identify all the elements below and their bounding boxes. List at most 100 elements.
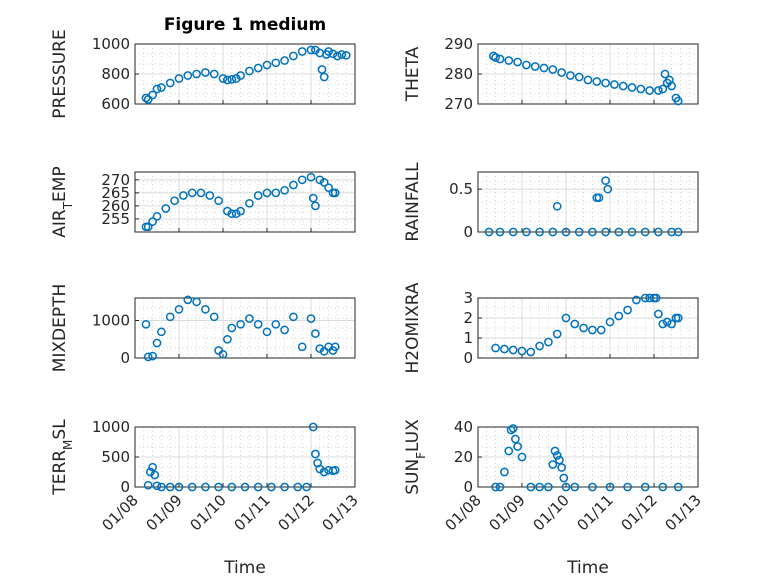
data-point xyxy=(552,201,562,211)
data-point xyxy=(253,482,263,492)
x-tick-label: 01/11 xyxy=(231,491,274,534)
data-point xyxy=(148,90,157,100)
data-point xyxy=(152,211,162,221)
data-point xyxy=(588,325,597,335)
y-tick-label: 0 xyxy=(463,349,473,367)
y-tick-label: 265 xyxy=(101,184,130,202)
data-point xyxy=(517,452,527,462)
data-point xyxy=(143,95,153,104)
data-point xyxy=(588,227,597,237)
data-point xyxy=(311,329,320,338)
data-point xyxy=(508,227,518,237)
data-point xyxy=(667,319,676,329)
y-tick-label: 280 xyxy=(444,65,473,83)
data-point xyxy=(484,227,494,237)
x-tick-label: 01/10 xyxy=(530,491,573,534)
data-point xyxy=(308,193,318,203)
data-point xyxy=(253,191,263,200)
x-tick-label: 01/09 xyxy=(486,491,529,534)
data-point xyxy=(161,204,171,213)
data-point xyxy=(262,327,272,337)
data-point xyxy=(317,65,327,74)
x-tick-label: 01/09 xyxy=(143,491,186,534)
data-point xyxy=(174,304,184,314)
data-point xyxy=(658,319,668,329)
y-tick-label: 0 xyxy=(463,478,473,496)
data-point xyxy=(654,86,663,95)
y-tick-label: 270 xyxy=(101,171,130,189)
data-point xyxy=(530,62,540,71)
data-point xyxy=(636,84,646,94)
data-point xyxy=(192,69,201,79)
data-point xyxy=(311,201,320,211)
x-tick-label: 01/13 xyxy=(662,491,705,534)
x-tick-label: 01/11 xyxy=(574,491,617,534)
data-point xyxy=(500,467,509,477)
data-point xyxy=(557,463,566,472)
data-point xyxy=(245,198,254,208)
data-point xyxy=(236,206,245,216)
data-point xyxy=(306,172,316,182)
data-point xyxy=(308,422,318,432)
data-point xyxy=(223,75,232,85)
data-point xyxy=(561,482,571,492)
data-point xyxy=(157,83,166,92)
data-point xyxy=(289,312,298,322)
data-point xyxy=(651,293,661,303)
data-point xyxy=(218,74,228,83)
y-tick-label: 500 xyxy=(101,448,130,466)
y-tick-label: 255 xyxy=(101,210,130,228)
data-point xyxy=(209,69,219,79)
data-point xyxy=(240,482,250,492)
data-point xyxy=(526,347,536,357)
data-point xyxy=(508,424,518,433)
data-point xyxy=(165,482,175,492)
x-tick-label: 01/08 xyxy=(99,491,142,534)
data-point xyxy=(603,184,613,194)
y-tick-label: 3 xyxy=(463,289,473,307)
data-point xyxy=(570,319,580,329)
panel-mixdepth: 0 1000 MIXDEPTH xyxy=(50,284,356,373)
y-axis-label: MIXDEPTH xyxy=(50,284,70,373)
data-point xyxy=(148,217,157,226)
y-tick-label: 2 xyxy=(463,309,473,327)
data-point xyxy=(673,313,683,323)
data-point xyxy=(544,337,553,347)
data-point xyxy=(214,482,223,492)
x-tick-label: 01/12 xyxy=(275,491,318,534)
y-axis-label: THETA xyxy=(403,46,423,102)
data-point xyxy=(555,455,564,465)
data-point xyxy=(227,323,237,333)
data-point xyxy=(148,351,157,361)
data-point xyxy=(150,470,160,480)
x-axis-label-right: Time xyxy=(566,558,609,578)
data-point xyxy=(165,312,175,322)
data-point xyxy=(143,480,153,490)
data-point xyxy=(658,84,668,94)
data-point xyxy=(601,227,610,237)
data-point xyxy=(660,69,670,79)
data-point xyxy=(196,188,206,198)
data-point xyxy=(245,66,254,76)
data-point xyxy=(632,295,641,305)
data-point xyxy=(557,68,566,77)
data-point xyxy=(267,482,276,492)
data-point xyxy=(588,482,597,492)
y-tick-label: 0 xyxy=(120,478,130,496)
data-point xyxy=(143,222,153,232)
data-point xyxy=(548,65,558,74)
x-tick-label: 01/12 xyxy=(618,491,661,534)
y-tick-label: 40 xyxy=(454,418,473,436)
data-point xyxy=(495,227,505,237)
data-point xyxy=(513,442,522,451)
data-point xyxy=(601,78,610,88)
data-point xyxy=(640,482,650,492)
data-point xyxy=(236,71,245,80)
data-point xyxy=(289,180,298,190)
data-point xyxy=(645,86,654,95)
y-tick-label: 800 xyxy=(101,65,130,83)
data-point xyxy=(508,345,518,355)
axes-box xyxy=(134,297,356,359)
